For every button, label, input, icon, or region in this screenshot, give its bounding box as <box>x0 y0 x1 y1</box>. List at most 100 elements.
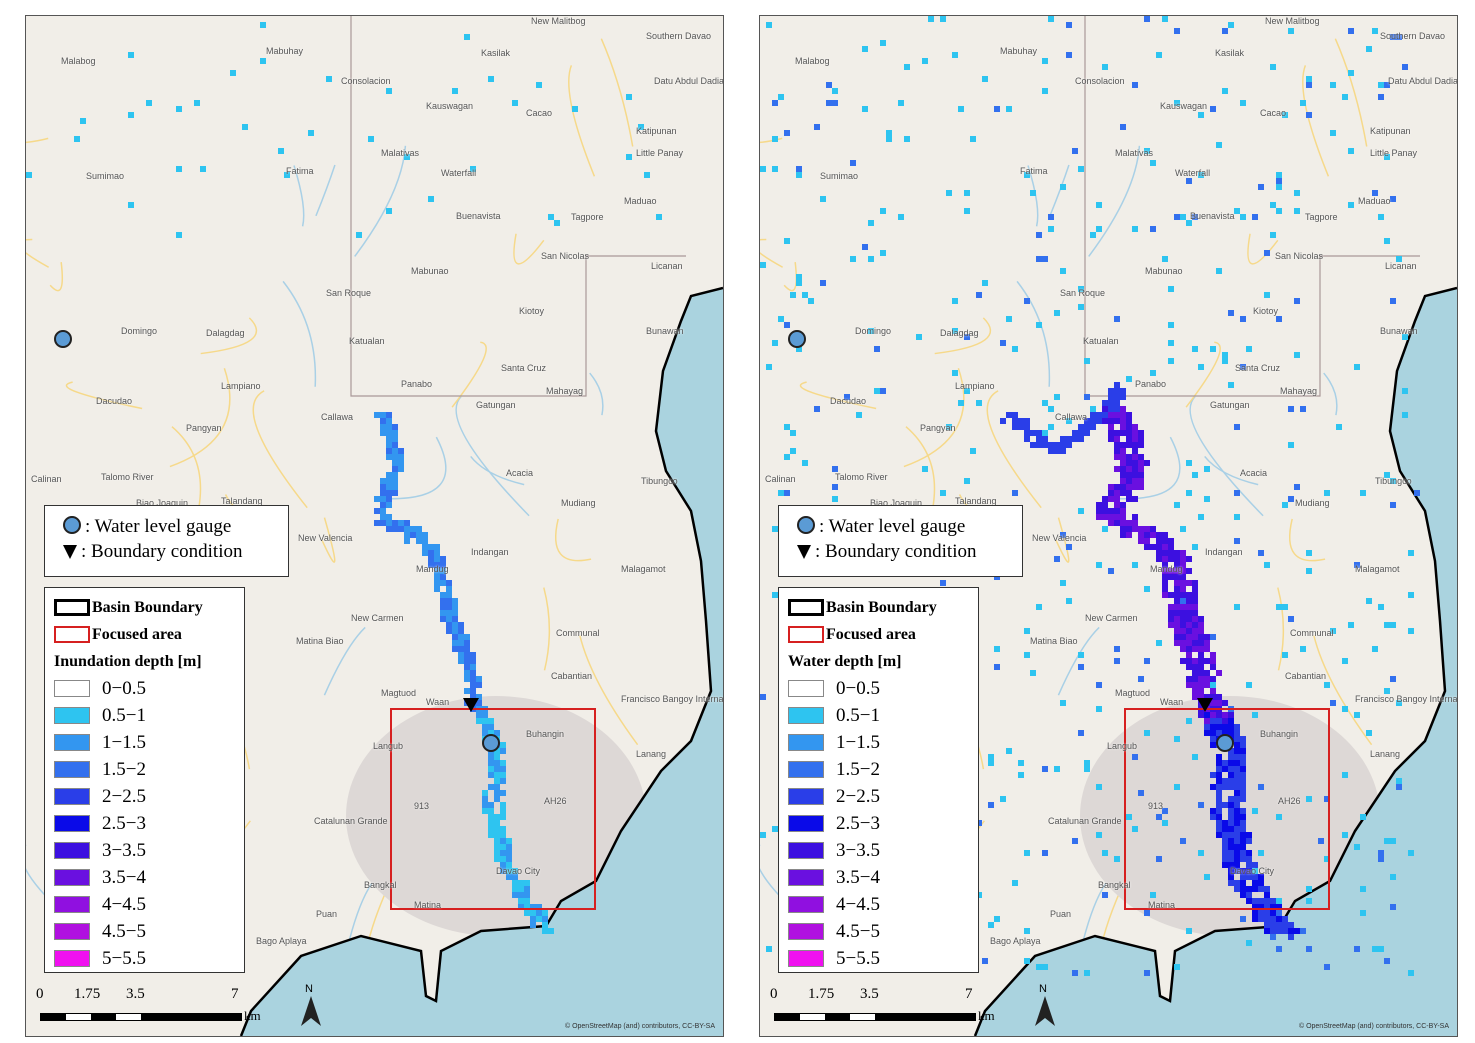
place-label: Mabuhay <box>266 46 304 56</box>
place-label: Kauswagan <box>426 101 474 111</box>
flood-pixel <box>470 694 476 700</box>
flood-pixel <box>784 490 790 496</box>
place-label: Calinan <box>31 474 62 484</box>
flood-pixel <box>626 154 632 160</box>
place-label: Sumimao <box>86 171 125 181</box>
flood-pixel <box>1216 820 1222 826</box>
flood-pixel <box>1228 832 1234 838</box>
flood-pixel <box>380 418 386 424</box>
flood-pixel <box>1090 412 1096 418</box>
flood-pixel <box>1066 442 1072 448</box>
flood-pixel <box>386 454 392 460</box>
flood-pixel <box>1276 178 1282 184</box>
flood-pixel <box>1384 82 1390 88</box>
flood-pixel <box>1366 46 1372 52</box>
flood-pixel <box>1186 640 1192 646</box>
flood-pixel <box>1264 898 1270 904</box>
flood-pixel <box>1354 712 1360 718</box>
flood-pixel <box>832 88 838 94</box>
flood-pixel <box>1132 424 1138 430</box>
flood-pixel <box>1240 736 1246 742</box>
water-level-gauge[interactable] <box>54 330 72 348</box>
basin-boundary <box>973 286 1457 1036</box>
water-level-gauge[interactable] <box>482 734 500 752</box>
flood-pixel <box>440 556 446 562</box>
flood-pixel <box>1210 664 1216 670</box>
road <box>169 368 231 468</box>
flood-pixel <box>422 550 428 556</box>
flood-pixel <box>1036 442 1042 448</box>
scale-unit: km <box>244 1008 261 1023</box>
flood-pixel <box>1180 838 1186 844</box>
flood-pixel <box>1132 460 1138 466</box>
water-level-gauge[interactable] <box>1216 734 1234 752</box>
flood-pixel <box>458 640 464 646</box>
place-label: Consolacion <box>1075 76 1125 86</box>
flood-pixel <box>1270 232 1276 238</box>
flood-pixel <box>1174 214 1180 220</box>
flood-pixel <box>1006 412 1012 418</box>
flood-pixel <box>982 76 988 82</box>
flood-pixel <box>1144 658 1150 664</box>
flood-pixel <box>1192 682 1198 688</box>
place-label: Pangyan <box>920 423 956 433</box>
flood-pixel <box>1174 610 1180 616</box>
flood-pixel <box>416 526 422 532</box>
flood-pixel <box>1174 784 1180 790</box>
flood-pixel <box>464 658 470 664</box>
flood-pixel <box>1282 928 1288 934</box>
water-level-gauge[interactable] <box>788 330 806 348</box>
flood-pixel <box>1384 472 1390 478</box>
place-label: Magtuod <box>1115 688 1151 698</box>
place-label: Southern Davao <box>1380 31 1446 41</box>
flood-pixel <box>392 436 398 442</box>
flood-pixel <box>1372 28 1378 34</box>
flood-pixel <box>1060 436 1066 442</box>
river <box>1088 145 1141 257</box>
flood-pixel <box>1126 490 1132 496</box>
flood-pixel <box>1018 418 1024 424</box>
flood-pixel <box>1192 688 1198 694</box>
flood-pixel <box>440 562 446 568</box>
place-label: Consolacion <box>341 76 391 86</box>
flood-pixel <box>1054 310 1060 316</box>
flood-pixel <box>500 790 506 796</box>
flood-pixel <box>1186 598 1192 604</box>
class-swatch <box>788 842 824 859</box>
flood-pixel <box>464 688 470 694</box>
place-label: 913 <box>1148 801 1164 811</box>
flood-pixel <box>1234 742 1240 748</box>
flood-pixel <box>1096 682 1102 688</box>
flood-pixel <box>398 454 404 460</box>
flood-pixel <box>1240 784 1246 790</box>
sea <box>975 288 1457 1036</box>
flood-pixel <box>1294 352 1300 358</box>
flood-pixel <box>760 262 766 268</box>
flood-pixel <box>404 520 410 526</box>
flood-pixel <box>1228 784 1234 790</box>
flood-pixel <box>380 424 386 430</box>
flood-pixel <box>452 640 458 646</box>
flood-pixel <box>1174 628 1180 634</box>
place-label: Buhangin <box>526 729 565 739</box>
flood-pixel <box>1258 550 1264 556</box>
place-label: San Roque <box>1060 288 1106 298</box>
flood-pixel <box>1042 430 1048 436</box>
flood-pixel <box>1246 898 1252 904</box>
flood-pixel <box>380 430 386 436</box>
flood-pixel <box>1306 82 1312 88</box>
flood-pixel <box>1210 808 1216 814</box>
place-label: Malabog <box>795 56 830 66</box>
flood-pixel <box>772 826 778 832</box>
flood-pixel <box>1120 526 1126 532</box>
place-label: New Malitbog <box>531 16 586 26</box>
place-label: Francisco Bangoy International Airport <box>1355 694 1458 704</box>
scale-tick: 1.75 <box>808 986 835 1002</box>
flood-pixel <box>1048 226 1054 232</box>
flood-pixel <box>1240 790 1246 796</box>
flood-pixel <box>1126 430 1132 436</box>
flood-pixel <box>1150 532 1156 538</box>
flood-pixel <box>778 94 784 100</box>
flood-pixel <box>1132 436 1138 442</box>
flood-pixel <box>1162 562 1168 568</box>
